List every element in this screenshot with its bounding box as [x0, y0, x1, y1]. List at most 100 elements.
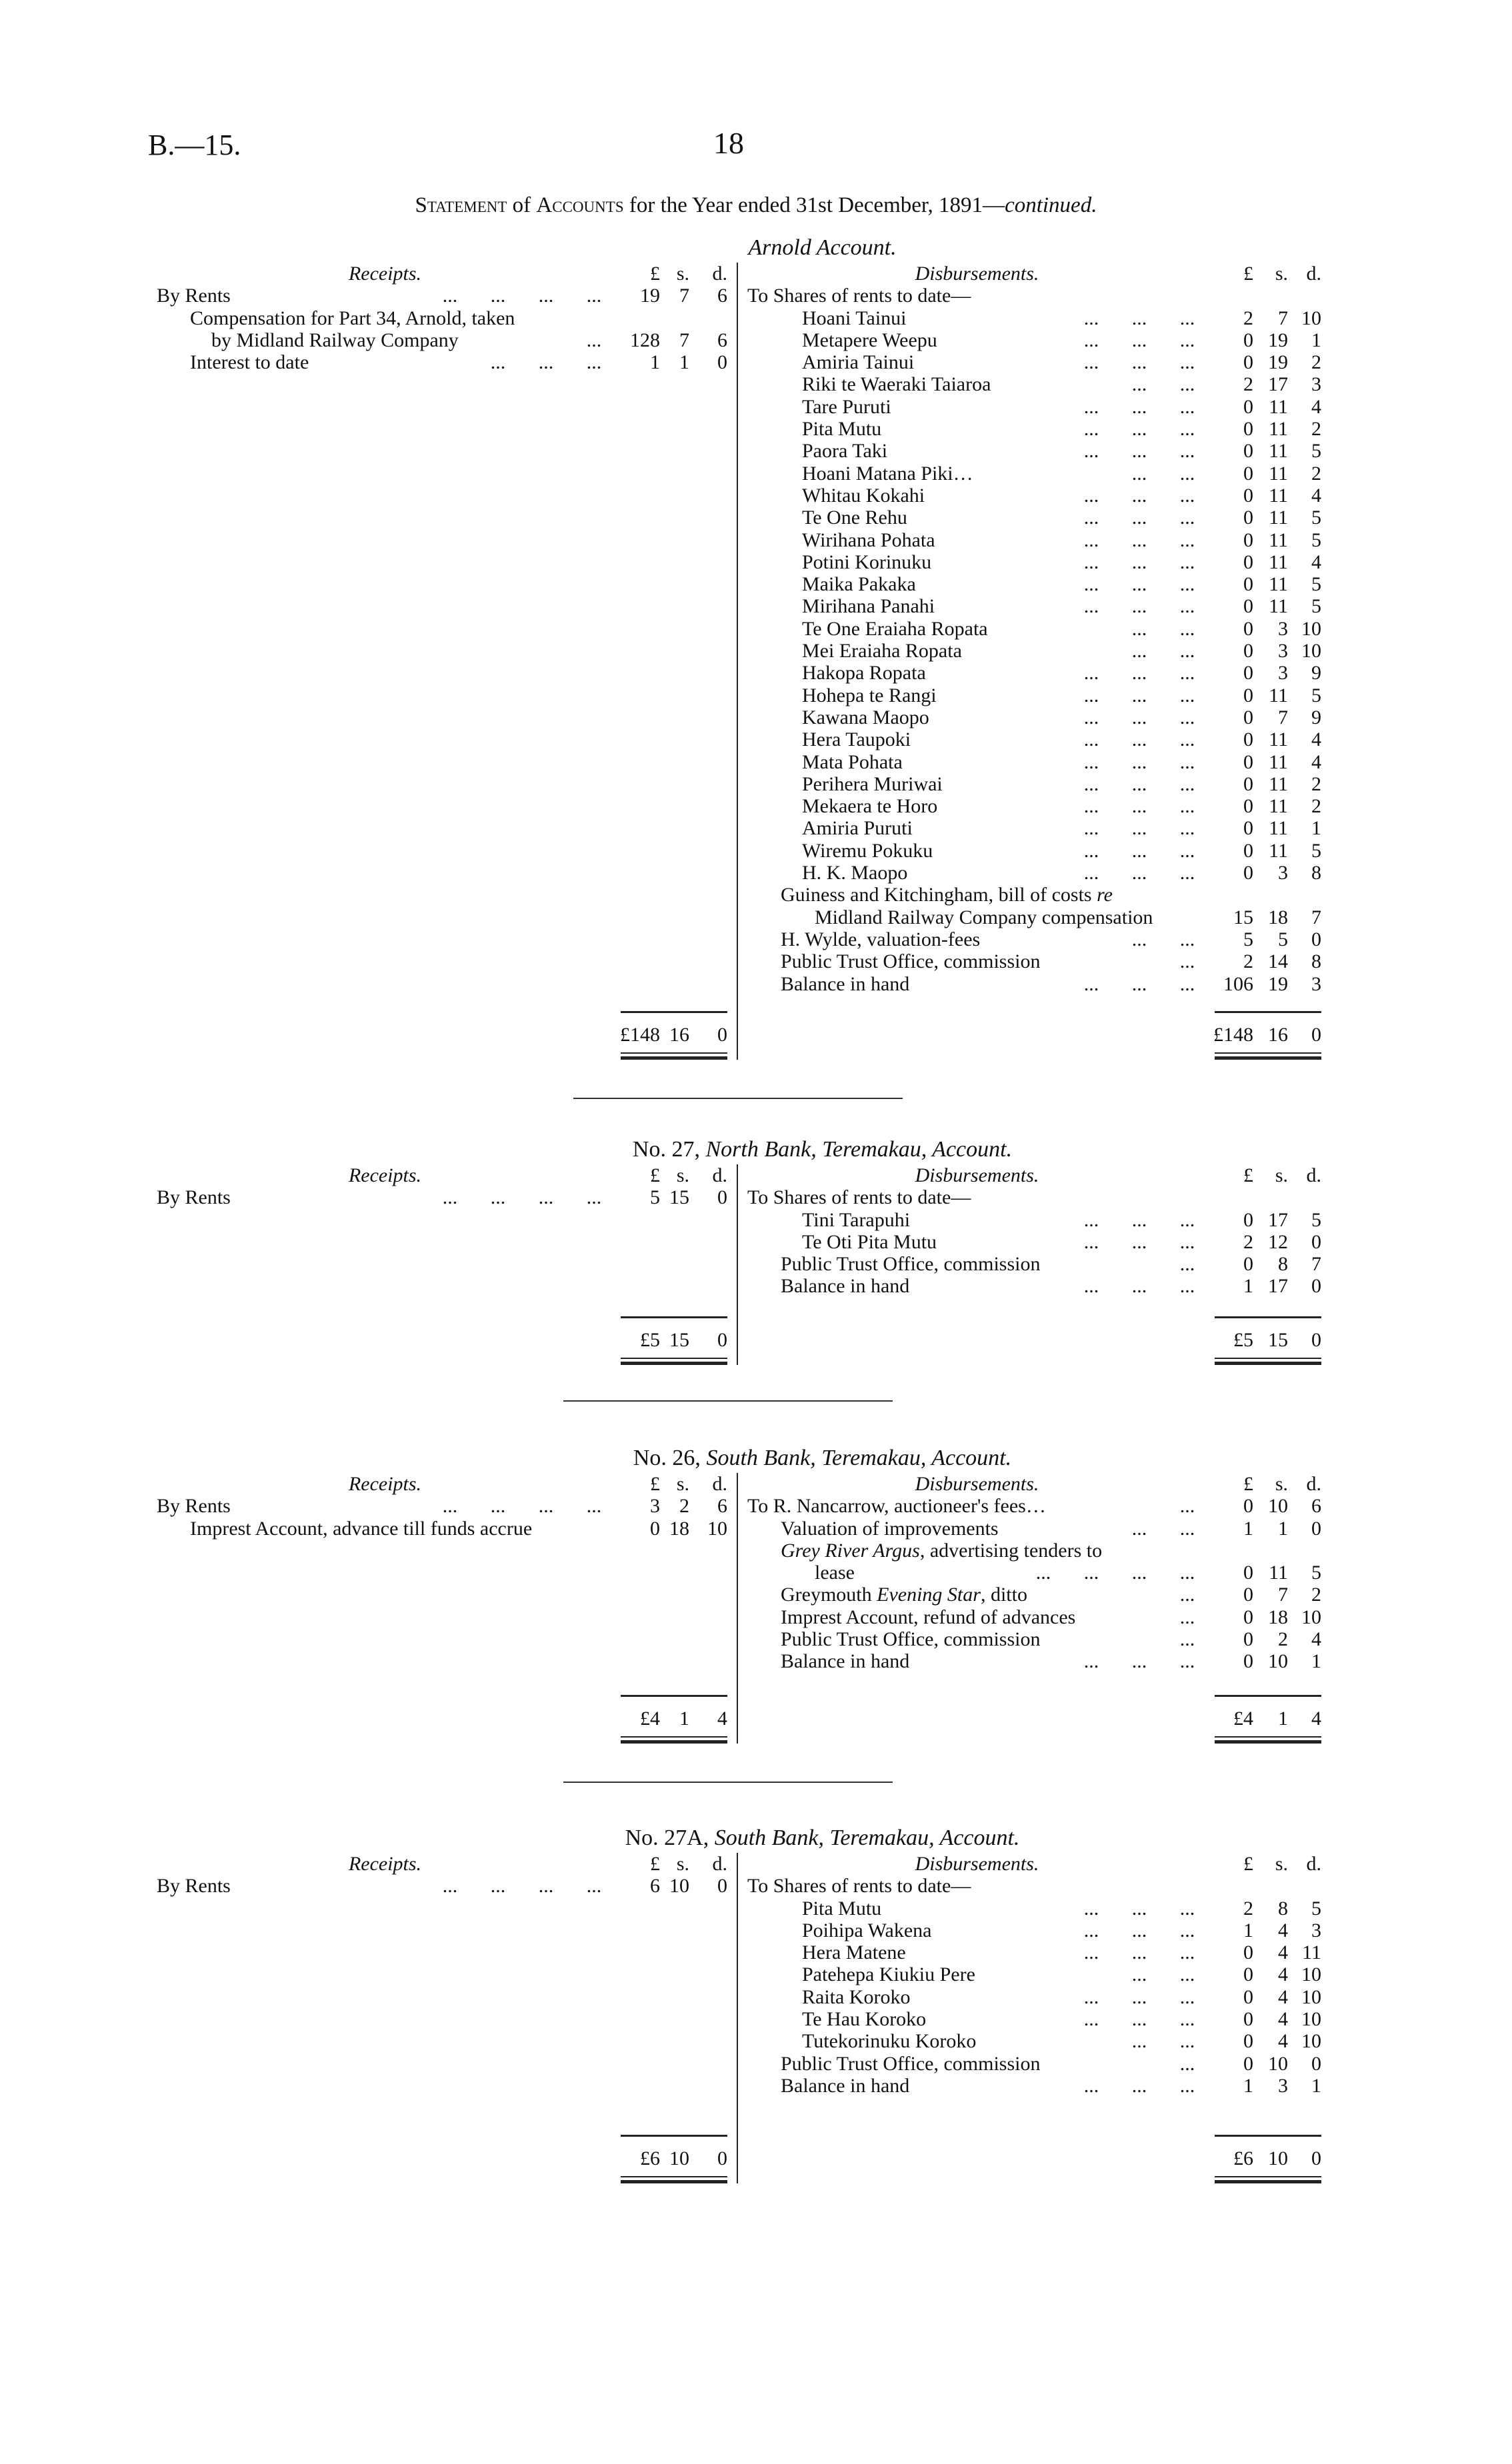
- account-columns: Receipts. £ s. d. By Rents............ 19 7 6 Co…: [157, 263, 1321, 1060]
- leader-dots: ...: [1179, 1495, 1195, 1518]
- shillings-cell: [660, 307, 689, 329]
- shillings-cell: 11: [1269, 772, 1288, 795]
- shillings-cell: [1253, 1186, 1288, 1208]
- total-block: £6 10 0: [747, 2121, 1321, 2183]
- pounds-cell: 0: [1243, 728, 1253, 751]
- leader-dots: ...: [442, 285, 458, 307]
- pounds-cell: [1207, 884, 1253, 906]
- title-part: Statement: [415, 193, 507, 217]
- pence-cell: 5: [1311, 440, 1321, 463]
- entry-text: Maika Pakaka: [802, 573, 916, 596]
- entry-text: Hoani Tainui: [802, 307, 907, 329]
- entry-label: By Rents............: [157, 1186, 613, 1208]
- pence-cell: 0: [1311, 1023, 1321, 1046]
- leader-dots: ...: [1179, 351, 1195, 374]
- entry-label: Greymouth Evening Star, ditto...: [747, 1584, 1207, 1606]
- leader-dots: ...: [1179, 1963, 1195, 1986]
- column-header-row: Receipts. £ s. d.: [157, 263, 727, 285]
- pence-cell: 1: [1311, 817, 1321, 840]
- leader-dots: ...: [1131, 972, 1147, 995]
- pence-cell: 10: [1301, 307, 1321, 329]
- entry-label: Metapere Weepu.........: [747, 329, 1207, 351]
- ledger-row: Hera Taupoki......... 0 11 4: [747, 728, 1321, 750]
- total-rule: [1215, 1694, 1321, 1697]
- shillings-cell: s.: [676, 1853, 689, 1875]
- pounds-cell: 2: [1243, 1230, 1253, 1253]
- shillings-cell: 10: [1268, 1495, 1288, 1518]
- pence-cell: 4: [1311, 551, 1321, 573]
- pence-cell: 9: [1311, 662, 1321, 684]
- entry-text: Amiria Puruti: [802, 817, 913, 840]
- italic-text: re: [1097, 884, 1113, 906]
- dot-leaders: .........: [907, 862, 1207, 884]
- leader-dots: ...: [1179, 795, 1195, 818]
- dot-leaders: ......: [980, 928, 1207, 950]
- receipts-column: Receipts. £ s. d. By Rents............ 3 2 6 Imp…: [157, 1473, 737, 1744]
- entry-text: Compensation for Part 34, Arnold, taken: [190, 307, 515, 329]
- pounds-cell: 5: [1243, 928, 1253, 950]
- title-part: for the Year ended 31st December, 1891—: [623, 193, 1005, 217]
- leader-dots: ...: [1179, 395, 1195, 418]
- double-rule: [1215, 1736, 1321, 1738]
- leader-dots: ...: [1083, 484, 1099, 507]
- dot-leaders: .........: [903, 751, 1207, 773]
- entry-text: Mirihana Panahi: [802, 595, 935, 618]
- entry-label: To Shares of rents to date—: [747, 1875, 1207, 1897]
- leader-dots: ...: [1083, 817, 1099, 840]
- pounds-cell: 0: [1243, 351, 1253, 374]
- shillings-cell: 19: [1268, 329, 1288, 351]
- entry-label: Tutekorinuku Koroko......: [747, 2030, 1207, 2052]
- pence-cell: 6: [717, 1495, 727, 1518]
- pounds-cell: 0: [1243, 662, 1253, 684]
- shillings-cell: 4: [1278, 1941, 1288, 1964]
- receipts-column: Receipts. £ s. d. By Rents............ 19 7 6 Co…: [157, 263, 737, 1060]
- entry-text: H. Wylde, valuation-fees: [781, 928, 981, 950]
- ledger-row: Public Trust Office, commission... 0 2 4: [747, 1628, 1321, 1650]
- shillings-cell: 3: [1278, 2074, 1288, 2097]
- pounds-cell: 0: [1243, 507, 1253, 529]
- entry-text: Public Trust Office, commission: [781, 2052, 1041, 2075]
- leader-dots: ...: [1131, 662, 1147, 684]
- shillings-cell: 17: [1268, 1208, 1288, 1231]
- leader-dots: ...: [1179, 595, 1195, 618]
- entry-label: Maika Pakaka.........: [747, 573, 1207, 595]
- shillings-cell: 12: [1268, 1230, 1288, 1253]
- leader-dots: ...: [1131, 1562, 1147, 1584]
- leader-dots: ...: [442, 1875, 458, 1897]
- total-row: £148 16 0: [1207, 1024, 1321, 1046]
- double-rule: [621, 1358, 727, 1359]
- leader-dots: ...: [1131, 329, 1147, 351]
- pounds-cell: 0: [650, 1517, 660, 1540]
- entry-label: Public Trust Office, commission...: [747, 2053, 1207, 2075]
- shillings-cell: 19: [1268, 972, 1288, 995]
- pence-cell: [1288, 1186, 1321, 1208]
- account-name: Arnold Account.: [748, 235, 897, 260]
- leader-dots: ...: [1131, 862, 1147, 884]
- entry-label: by Midland Railway Company...: [157, 329, 613, 351]
- pence-cell: 6: [717, 329, 727, 351]
- shillings-cell: 15: [669, 1186, 689, 1209]
- ledger-row: Public Trust Office, commission... 0 10 0: [747, 2053, 1321, 2075]
- leader-dots: ...: [1083, 1941, 1099, 1964]
- dot-leaders: .........: [309, 351, 613, 373]
- dot-leaders: .........: [937, 1231, 1207, 1253]
- pence-cell: [1288, 285, 1321, 307]
- leader-dots: ...: [1131, 2008, 1147, 2031]
- leader-dots: ...: [538, 1495, 554, 1518]
- pence-cell: 4: [1311, 1628, 1321, 1651]
- entry-label: To R. Nancarrow, auctioneer's fees…...: [747, 1495, 1207, 1517]
- entry-label: Raita Koroko.........: [747, 1986, 1207, 2008]
- pence-cell: 2: [1311, 1584, 1321, 1606]
- leader-dots: ...: [1131, 728, 1147, 751]
- leader-dots: ...: [1179, 1985, 1195, 2008]
- shillings-cell: 17: [1268, 373, 1288, 396]
- entry-text: Hera Matene: [802, 1941, 906, 1964]
- dot-leaders: .........: [916, 573, 1207, 595]
- ledger-row: Mei Eraiaha Ropata...... 0 3 10: [747, 640, 1321, 662]
- shillings-cell: 10: [1268, 2147, 1288, 2169]
- leader-dots: ...: [1083, 972, 1099, 995]
- leader-dots: ...: [1179, 617, 1195, 640]
- leader-dots: ...: [1131, 573, 1147, 596]
- pence-cell: 4: [1311, 1707, 1321, 1730]
- dot-leaders: .........: [909, 973, 1207, 995]
